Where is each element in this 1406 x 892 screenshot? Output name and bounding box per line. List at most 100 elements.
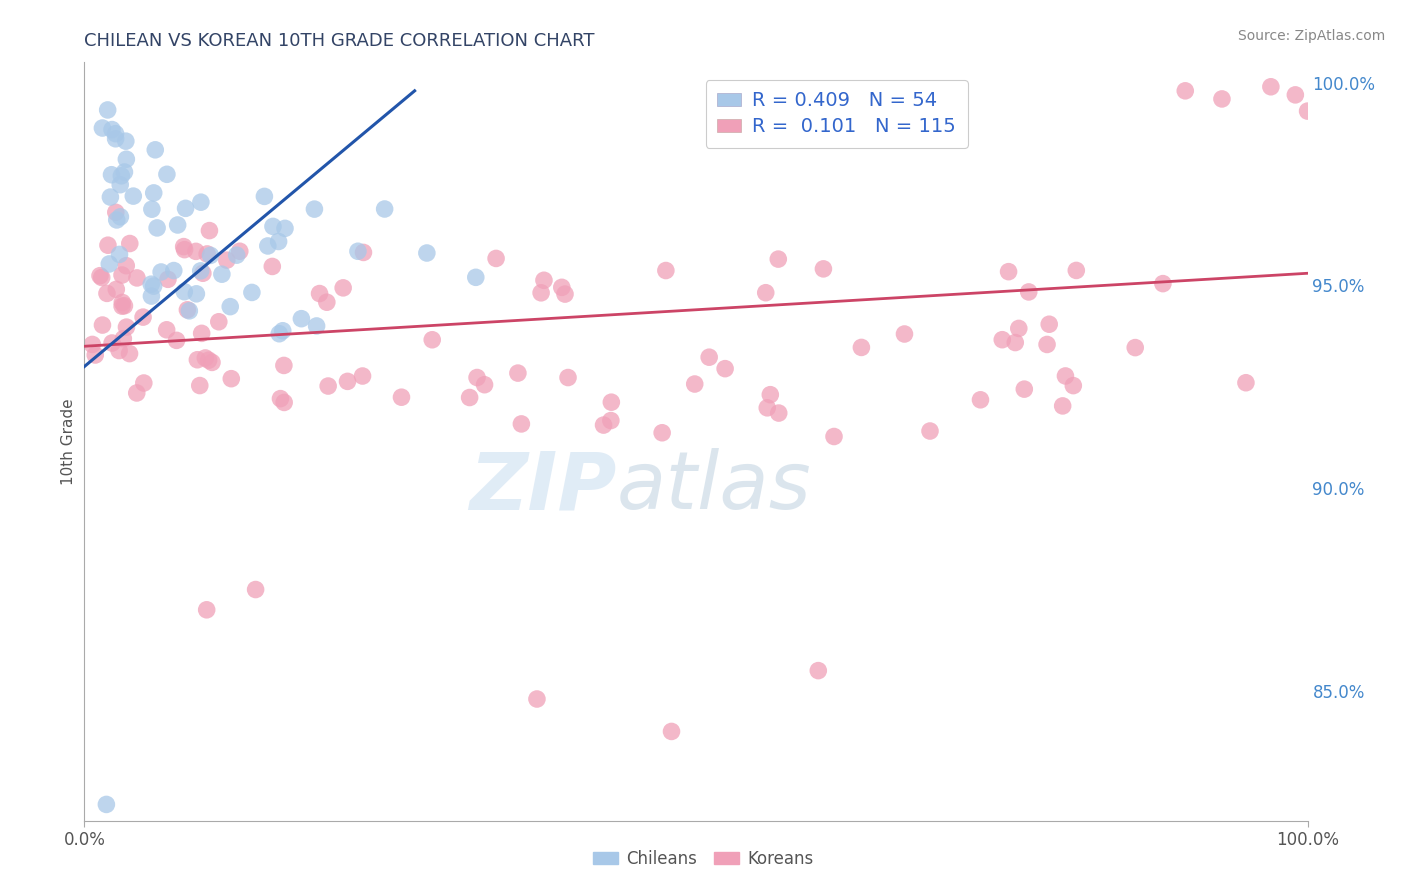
- Point: [474, 377, 496, 392]
- Point: [391, 390, 413, 404]
- Point: [269, 392, 291, 406]
- Point: [201, 355, 224, 369]
- Point: [142, 186, 165, 200]
- Point: [465, 370, 488, 384]
- Legend: R = 0.409   N = 54, R =  0.101   N = 115: R = 0.409 N = 54, R = 0.101 N = 115: [706, 79, 967, 148]
- Point: [1036, 337, 1059, 351]
- Point: [111, 295, 134, 310]
- Point: [1014, 382, 1036, 396]
- Point: [115, 259, 138, 273]
- Point: [125, 386, 148, 401]
- Text: CHILEAN VS KOREAN 10TH GRADE CORRELATION CHART: CHILEAN VS KOREAN 10TH GRADE CORRELATION…: [84, 32, 595, 50]
- Point: [98, 257, 121, 271]
- Point: [1296, 104, 1319, 119]
- Point: [142, 279, 165, 293]
- Point: [166, 218, 188, 232]
- Point: [176, 302, 198, 317]
- Point: [991, 333, 1014, 347]
- Text: ZIP: ZIP: [470, 448, 616, 526]
- Point: [759, 387, 782, 401]
- Point: [308, 286, 330, 301]
- Point: [1211, 92, 1233, 106]
- Point: [557, 370, 579, 384]
- Point: [174, 202, 197, 216]
- Point: [464, 270, 486, 285]
- Point: [229, 244, 252, 259]
- Point: [273, 395, 295, 409]
- Text: atlas: atlas: [616, 448, 811, 526]
- Point: [118, 236, 141, 251]
- Point: [104, 132, 127, 146]
- Point: [1052, 399, 1074, 413]
- Point: [661, 724, 683, 739]
- Point: [186, 286, 208, 301]
- Point: [211, 267, 233, 281]
- Point: [271, 324, 294, 338]
- Point: [110, 169, 132, 183]
- Point: [510, 417, 533, 431]
- Point: [132, 376, 155, 390]
- Point: [274, 221, 297, 235]
- Point: [84, 348, 107, 362]
- Point: [166, 334, 188, 348]
- Point: [91, 121, 114, 136]
- Point: [533, 273, 555, 287]
- Point: [101, 122, 124, 136]
- Point: [918, 424, 941, 438]
- Point: [1062, 378, 1084, 392]
- Point: [756, 401, 779, 415]
- Point: [353, 245, 375, 260]
- Point: [851, 340, 873, 354]
- Point: [530, 285, 553, 300]
- Point: [141, 289, 163, 303]
- Point: [305, 318, 328, 333]
- Point: [115, 320, 138, 334]
- Point: [105, 282, 128, 296]
- Point: [683, 377, 706, 392]
- Point: [1008, 321, 1031, 335]
- Point: [112, 332, 135, 346]
- Point: [267, 235, 290, 249]
- Point: [1260, 79, 1282, 94]
- Point: [253, 189, 276, 203]
- Point: [190, 264, 212, 278]
- Point: [245, 582, 267, 597]
- Text: Source: ZipAtlas.com: Source: ZipAtlas.com: [1237, 29, 1385, 43]
- Point: [100, 190, 122, 204]
- Point: [599, 413, 621, 427]
- Point: [273, 359, 295, 373]
- Point: [215, 253, 238, 268]
- Point: [1018, 285, 1040, 299]
- Point: [108, 247, 131, 261]
- Point: [1038, 317, 1060, 331]
- Point: [141, 277, 163, 292]
- Point: [893, 326, 915, 341]
- Point: [332, 281, 354, 295]
- Point: [1066, 263, 1088, 277]
- Point: [506, 366, 529, 380]
- Point: [347, 244, 370, 259]
- Legend: Chileans, Koreans: Chileans, Koreans: [586, 844, 820, 875]
- Point: [184, 244, 207, 259]
- Point: [190, 326, 212, 341]
- Point: [195, 603, 218, 617]
- Point: [110, 210, 132, 224]
- Point: [526, 692, 548, 706]
- Point: [198, 224, 221, 238]
- Point: [813, 261, 835, 276]
- Point: [190, 195, 212, 210]
- Point: [697, 350, 720, 364]
- Point: [208, 315, 231, 329]
- Point: [420, 333, 443, 347]
- Point: [197, 353, 219, 368]
- Point: [146, 221, 169, 235]
- Point: [997, 265, 1019, 279]
- Point: [100, 168, 122, 182]
- Point: [96, 797, 118, 812]
- Point: [118, 346, 141, 360]
- Point: [225, 248, 247, 262]
- Point: [90, 270, 112, 285]
- Point: [600, 395, 623, 409]
- Point: [554, 287, 576, 301]
- Point: [156, 323, 179, 337]
